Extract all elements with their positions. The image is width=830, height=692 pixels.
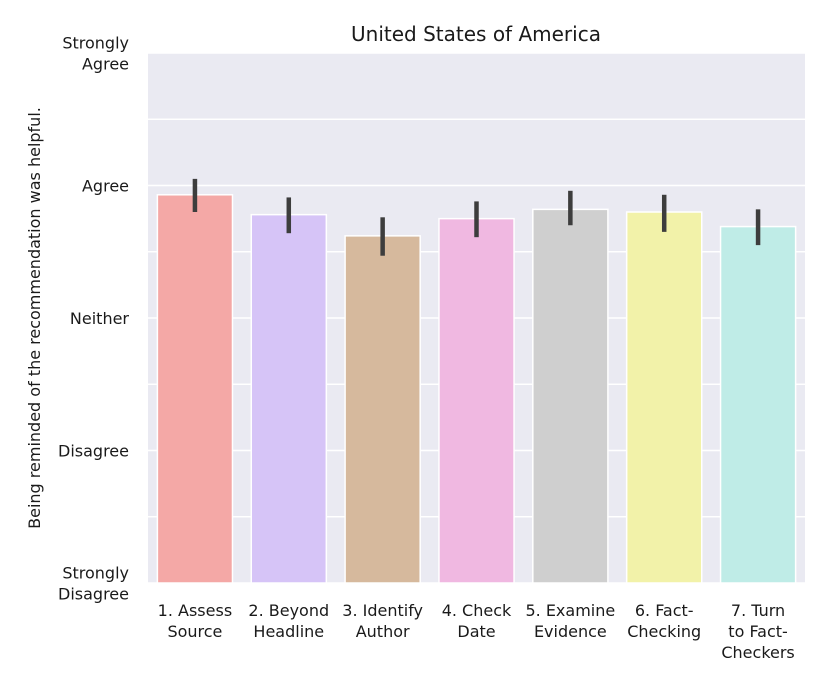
bar-6 [625,211,703,584]
x-tick-labels: 1. Assess Source 2. Beyond Headline 3. Ident… [158,601,795,662]
x-tick-label-2: 2. Beyond Headline [248,601,329,641]
bar-4 [438,217,515,584]
y-tick-label: Strongly Agree [62,34,129,74]
y-tick-label: Agree [82,177,129,196]
y-tick-label: Strongly Disagree [58,564,129,604]
error-bars [192,178,761,256]
y-tick-labels: Strongly Disagree Disagree Neither Agree Stro… [58,34,129,604]
chart-title: United States of America [351,22,601,46]
bar-5 [532,208,609,584]
y-axis-label: Being reminded of the recommendation was… [25,107,44,529]
bar-2 [250,213,328,584]
bar-1 [156,194,234,584]
y-tick-label: Disagree [58,442,129,461]
x-tick-label-5: 5. Examine Evidence [525,601,615,641]
x-tick-label-6: 6. Fact-Checking [627,601,701,641]
x-tick-label-7: 7. Turn to Fact-Checkers [721,601,794,662]
x-tick-label-4: 4. Check Date [442,601,512,641]
bar-7 [719,225,797,584]
x-tick-label-1: 1. Assess Source [158,601,232,641]
x-tick-label-3: 3. Identify Author [342,601,423,641]
y-tick-label: Neither [70,309,130,328]
bar-3 [344,235,421,584]
bars [156,194,797,584]
